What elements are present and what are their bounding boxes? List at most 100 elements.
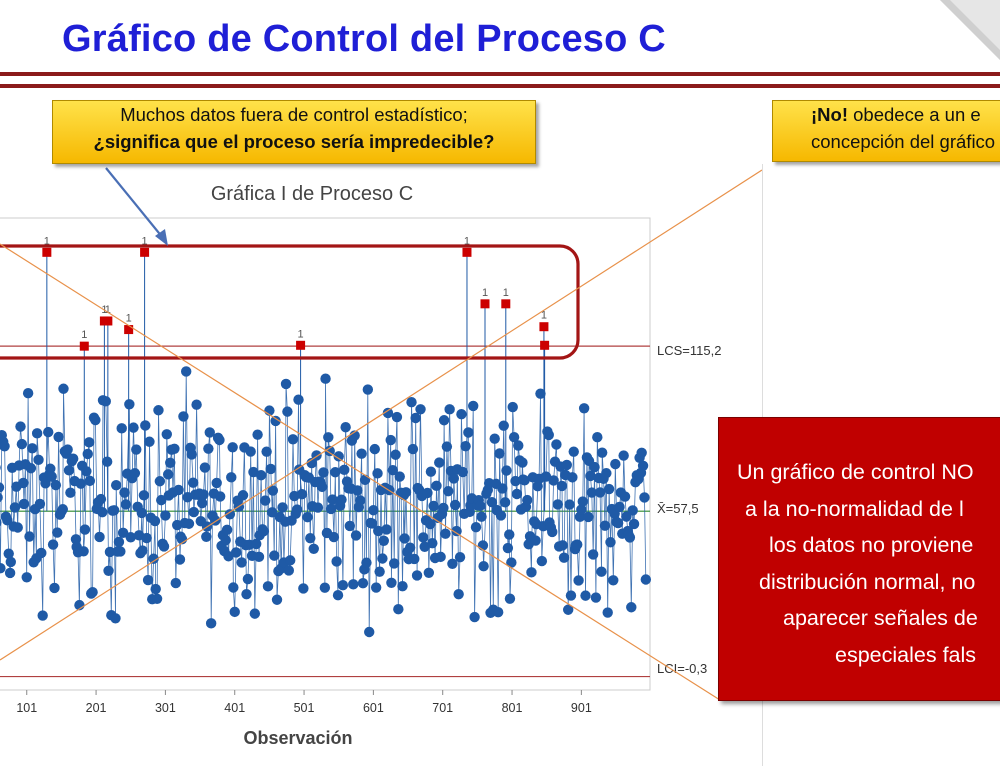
data-point	[196, 497, 208, 509]
conclusion-line-2: a la no-normalidad de l	[745, 496, 964, 521]
data-point	[230, 547, 242, 558]
data-point	[0, 464, 1, 471]
data-point	[267, 485, 279, 496]
data-point	[393, 604, 404, 615]
conclusion-box: Un gráfico de control NO a la no-normali…	[718, 417, 1000, 701]
data-point	[636, 447, 647, 458]
data-point	[46, 471, 57, 482]
data-point	[627, 505, 638, 516]
data-point	[502, 542, 514, 554]
data-point	[330, 467, 341, 478]
callout-left-line1: Muchos datos fuera de control estadístic…	[120, 104, 468, 125]
data-point	[451, 525, 462, 537]
data-point	[150, 583, 161, 595]
data-point	[449, 499, 461, 511]
callout-arrowhead	[155, 229, 168, 246]
data-point	[427, 537, 438, 549]
data-point	[0, 441, 10, 452]
data-point	[577, 496, 588, 507]
data-point	[237, 490, 249, 501]
data-point	[116, 423, 127, 434]
callout-arrow	[105, 167, 164, 239]
data-point	[227, 442, 238, 453]
data-point	[298, 583, 309, 594]
data-point	[284, 555, 296, 566]
data-point	[339, 464, 350, 476]
data-point	[513, 440, 524, 451]
data-point	[422, 487, 433, 499]
out-of-control-point	[501, 299, 511, 309]
data-point	[573, 575, 584, 586]
data-point	[361, 557, 372, 568]
data-point	[323, 432, 334, 443]
data-point	[312, 502, 324, 513]
data-point	[357, 577, 369, 589]
data-point	[425, 518, 436, 530]
data-point	[562, 604, 574, 615]
data-point	[410, 412, 421, 424]
data-point	[435, 551, 446, 563]
out-of-control-label: 1	[126, 313, 132, 325]
data-point	[220, 534, 231, 546]
data-point	[249, 608, 261, 619]
cross-line-1	[0, 169, 763, 661]
data-point	[156, 494, 167, 506]
data-point	[78, 546, 89, 557]
data-point	[18, 498, 30, 510]
callout-left-line2: ¿significa que el proceso sería impredec…	[53, 128, 535, 155]
data-point	[423, 567, 435, 579]
data-point	[65, 487, 76, 498]
x-axis-label: Observación	[243, 728, 352, 748]
data-point	[97, 506, 108, 518]
data-point	[161, 429, 172, 440]
data-point	[474, 500, 486, 512]
data-point	[594, 487, 606, 498]
data-point	[318, 467, 329, 478]
data-point	[21, 572, 32, 583]
data-point	[517, 457, 528, 468]
conclusion-line-3: los datos no proviene	[769, 533, 974, 557]
callout-left-question: ¿significa que el proceso sería impredec…	[93, 131, 495, 152]
data-point	[242, 573, 254, 585]
callout-explanation: ¡No! obedece a un e concepción del gráfi…	[772, 100, 1000, 162]
data-point	[499, 497, 511, 508]
x-tick-label: 401	[224, 701, 245, 715]
data-point	[400, 487, 412, 498]
data-point	[302, 511, 313, 523]
data-point	[115, 546, 126, 557]
data-point	[3, 548, 14, 559]
out-of-control-label: 1	[482, 287, 488, 299]
data-point	[586, 487, 597, 498]
conclusion-line-1: Un gráfico de control NO	[737, 460, 974, 484]
data-point	[188, 506, 200, 518]
data-point	[224, 509, 236, 520]
data-point	[0, 492, 3, 503]
data-point	[252, 429, 263, 440]
data-point	[497, 483, 508, 494]
slide-title: Gráfico de Control del Proceso C	[62, 18, 666, 60]
lcl-label: LCI=-0,3	[657, 661, 707, 676]
out-of-control-point	[103, 316, 113, 326]
data-point	[390, 449, 401, 460]
data-point	[241, 588, 252, 600]
data-point	[585, 470, 596, 482]
data-point	[253, 551, 265, 563]
callout-right-rest: obedece a un e	[847, 104, 981, 125]
data-point	[119, 487, 130, 498]
data-point	[578, 403, 590, 414]
data-point	[557, 540, 568, 551]
data-point	[320, 373, 331, 384]
data-point	[144, 436, 155, 447]
data-point	[385, 434, 396, 446]
chart-title: Gráfica I de Proceso C	[211, 183, 413, 205]
x-tick-label: 201	[86, 701, 107, 715]
data-point	[270, 415, 281, 427]
data-point	[394, 471, 405, 482]
data-point	[110, 479, 122, 491]
x-tick-label: 501	[294, 701, 315, 715]
data-point	[140, 420, 151, 431]
chart-panel: Gráfica I de Proceso C LCS=115,2 X̄=57,5 LC…	[0, 164, 763, 766]
data-point	[94, 531, 105, 543]
data-point	[418, 532, 429, 543]
out-of-control-label: 1	[81, 329, 87, 341]
